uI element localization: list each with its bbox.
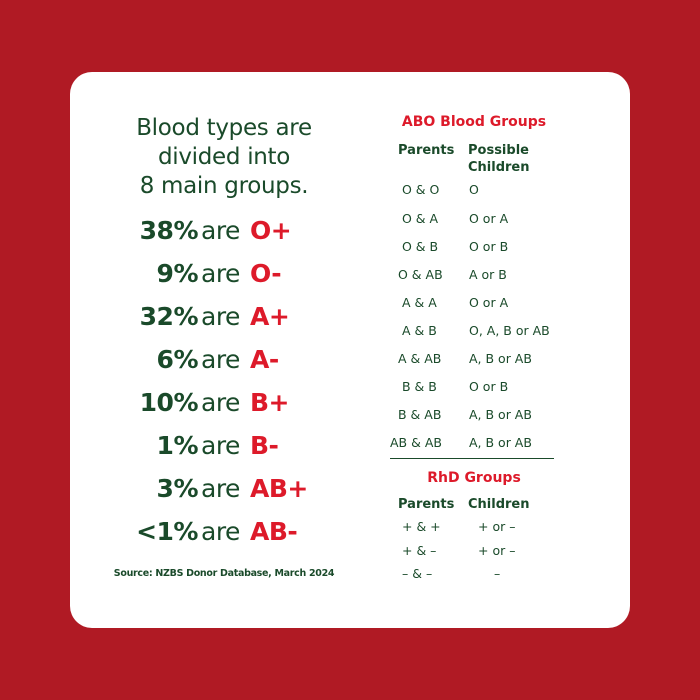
headline-line-3: 8 main groups. <box>139 173 309 199</box>
stat-type: A+ <box>250 302 290 331</box>
abo-children: O or B <box>469 239 509 254</box>
stat-type: B+ <box>250 388 290 417</box>
abo-children: A, B or AB <box>469 407 532 422</box>
abo-parents: O & B <box>402 239 439 254</box>
stat-type: O+ <box>250 216 292 245</box>
stat-row: <1% are AB- <box>70 517 370 557</box>
rhd-children-header: Children <box>468 497 530 512</box>
stat-row: 3% are AB+ <box>70 474 370 514</box>
rhd-children: + or – <box>478 519 516 534</box>
stat-are: are <box>201 345 240 374</box>
stat-row: 6% are A- <box>70 345 370 385</box>
abo-parents: B & AB <box>398 407 442 422</box>
abo-children: O or B <box>469 379 509 394</box>
abo-children-header-2: Children <box>468 160 530 175</box>
abo-parents-header: Parents <box>398 143 455 158</box>
abo-children: O, A, B or AB <box>469 323 550 338</box>
stat-are: are <box>201 259 240 288</box>
rhd-parents: + & + <box>402 519 441 534</box>
source-note: Source: NZBS Donor Database, March 2024 <box>113 568 335 579</box>
abo-children-header-1: Possible <box>468 143 529 158</box>
stat-percent: 6% <box>156 345 199 374</box>
stat-row: 1% are B- <box>70 431 370 471</box>
abo-parents: O & O <box>402 182 440 197</box>
stat-are: are <box>201 216 240 245</box>
stat-are: are <box>201 474 240 503</box>
abo-children: O or A <box>469 295 509 310</box>
abo-parents: A & AB <box>398 351 442 366</box>
stat-percent: 32% <box>139 302 199 331</box>
info-card: Blood types are divided into 8 main grou… <box>70 72 630 628</box>
stat-row: 9% are O- <box>70 259 370 299</box>
stat-are: are <box>201 431 240 460</box>
stat-percent: 9% <box>156 259 199 288</box>
stat-type: B- <box>250 431 279 460</box>
stat-row: 38% are O+ <box>70 216 370 256</box>
abo-children: A, B or AB <box>469 435 532 450</box>
rhd-parents-header: Parents <box>398 497 455 512</box>
rhd-parents: + & – <box>402 543 437 558</box>
stat-are: are <box>201 302 240 331</box>
abo-parents: O & A <box>402 211 439 226</box>
abo-children: A, B or AB <box>469 351 532 366</box>
stat-type: O- <box>250 259 282 288</box>
stat-type: AB- <box>250 517 298 546</box>
section-divider <box>390 458 554 459</box>
abo-children: A or B <box>469 267 507 282</box>
rhd-title: RhD Groups <box>427 470 521 486</box>
stat-percent: 38% <box>139 216 199 245</box>
stat-are: are <box>201 388 240 417</box>
stat-percent: 1% <box>156 431 199 460</box>
stat-row: 10% are B+ <box>70 388 370 428</box>
abo-parents: A & A <box>402 295 437 310</box>
abo-parents: A & B <box>402 323 437 338</box>
stat-type: A- <box>250 345 279 374</box>
abo-parents: AB & AB <box>390 435 442 450</box>
stat-percent: 3% <box>156 474 199 503</box>
headline-line-1: Blood types are <box>136 115 312 141</box>
stat-type: AB+ <box>250 474 308 503</box>
abo-children: O or A <box>469 211 509 226</box>
abo-parents: B & B <box>402 379 437 394</box>
abo-parents: O & AB <box>398 267 443 282</box>
stat-percent: <1% <box>136 517 198 546</box>
abo-title: ABO Blood Groups <box>401 114 547 130</box>
stat-are: are <box>201 517 240 546</box>
stat-row: 32% are A+ <box>70 302 370 342</box>
rhd-parents: – & – <box>402 566 433 581</box>
headline-line-2: divided into <box>157 144 291 170</box>
stat-percent: 10% <box>139 388 199 417</box>
rhd-children: + or – <box>478 543 516 558</box>
abo-children: O <box>469 182 479 197</box>
rhd-children: – <box>494 566 501 581</box>
headline: Blood types are divided into 8 main grou… <box>70 114 378 201</box>
